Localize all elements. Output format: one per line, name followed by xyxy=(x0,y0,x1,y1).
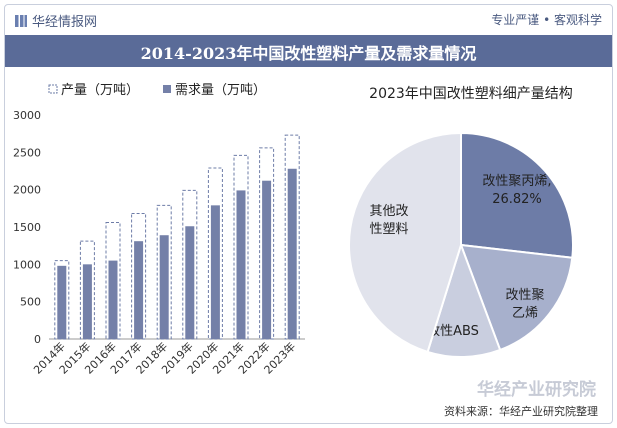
pie-label-line2: 性塑料 xyxy=(369,222,408,237)
production-bar xyxy=(182,189,198,340)
pie-label: 改性聚丙烯, xyxy=(482,174,551,189)
source-note: 资料来源：华经产业研究院整理 xyxy=(444,405,598,418)
demand-bar xyxy=(287,168,297,339)
demand-bar xyxy=(185,226,195,339)
pie-slice xyxy=(459,243,574,352)
production-bar xyxy=(156,204,172,340)
bar-axis: 0500100015002000250030002014年2015年2016年2… xyxy=(13,109,305,377)
production-bar xyxy=(79,240,95,340)
y-tick-label: 1000 xyxy=(13,258,41,271)
demand-bar xyxy=(82,264,92,339)
pie-label: 改性ABS xyxy=(427,324,479,339)
y-tick-label: 2500 xyxy=(13,146,41,159)
y-tick-label: 3000 xyxy=(13,109,41,122)
brand-name: 华经情报网 xyxy=(32,15,98,30)
slogan: 专业严谨 • 客观科学 xyxy=(491,13,602,27)
demand-bar xyxy=(134,241,144,339)
demand-bar xyxy=(159,235,169,339)
production-bar xyxy=(233,154,249,340)
production-bar xyxy=(284,134,300,340)
pie-slice xyxy=(426,241,502,358)
pie-label: 改性聚 xyxy=(505,288,544,303)
watermark: 华经产业研究院 xyxy=(477,380,596,400)
pie-slice xyxy=(348,131,462,354)
brand: 华经情报网 xyxy=(15,11,97,30)
pie-title: 2023年中国改性塑料细产量结构 xyxy=(369,86,573,102)
pie-label-line2: 乙烯 xyxy=(512,306,538,321)
brand-logo-icon xyxy=(15,15,27,27)
legend-production-label: 产量（万吨） xyxy=(61,83,139,98)
page-title: 2014-2023年中国改性塑料产量及需求量情况 xyxy=(140,44,477,63)
production-bar xyxy=(54,260,70,340)
top-bar: 华经情报网 专业严谨 • 客观科学 xyxy=(5,5,612,35)
chart-frame: 华经情报网 专业严谨 • 客观科学 2014-2023年中国改性塑料产量及需求量… xyxy=(4,4,613,424)
y-tick-label: 1500 xyxy=(13,221,41,234)
y-tick-label: 0 xyxy=(34,333,41,346)
demand-bar xyxy=(57,265,67,339)
pie-slice xyxy=(460,131,574,259)
title-bar: 2014-2023年中国改性塑料产量及需求量情况 xyxy=(5,35,612,67)
pie-label-line2: 26.82% xyxy=(492,192,542,207)
demand-bar xyxy=(210,205,220,339)
y-tick-label: 500 xyxy=(20,296,41,309)
pie-label: 其他改 xyxy=(369,204,408,219)
legend-demand-label: 需求量（万吨） xyxy=(175,83,266,98)
chart-canvas: 产量（万吨） 需求量（万吨） 0 500 1000 1500 2000 2500 3000 20… xyxy=(13,83,574,377)
demand-bar xyxy=(108,260,118,339)
demand-bar xyxy=(236,190,246,339)
legend-demand-swatch xyxy=(163,85,171,93)
legend: 产量（万吨） 需求量（万吨） xyxy=(48,83,266,98)
demand-bar xyxy=(262,180,272,339)
bars xyxy=(54,134,300,340)
y-tick-label: 2000 xyxy=(13,184,41,197)
legend-production-swatch xyxy=(48,84,58,94)
